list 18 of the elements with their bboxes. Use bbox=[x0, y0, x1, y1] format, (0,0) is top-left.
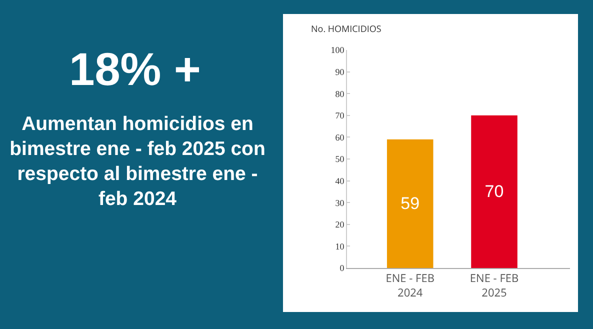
y-axis-title: No. HOMICIDIOS bbox=[311, 22, 382, 35]
y-tick-label: 0 bbox=[340, 263, 345, 274]
y-tick-label: 60 bbox=[335, 132, 345, 142]
x-tick-label: ENE - FEB 2025 bbox=[470, 271, 519, 300]
y-tick-label: 90 bbox=[335, 66, 345, 77]
data-label: 70 bbox=[484, 182, 504, 202]
y-tick-label: 20 bbox=[335, 220, 345, 230]
y-tick-label: 50 bbox=[335, 154, 345, 164]
y-tick-label: 40 bbox=[335, 176, 345, 186]
chart-title: 18% + bbox=[68, 43, 202, 95]
x-tick-label: ENE - FEB 2024 bbox=[386, 271, 434, 300]
text: Aumentan homicidios en bimestre ene - feb 2025 con respecto al bimestre ene - feb 2024 bbox=[8, 112, 266, 212]
data-label: 59 bbox=[400, 194, 420, 214]
y-tick-label: 30 bbox=[335, 198, 345, 208]
y-tick-label: 70 bbox=[335, 110, 345, 121]
y-tick-label: 80 bbox=[335, 88, 345, 99]
y-tick-label: 100 bbox=[330, 45, 345, 56]
y-tick-label: 10 bbox=[335, 241, 345, 252]
